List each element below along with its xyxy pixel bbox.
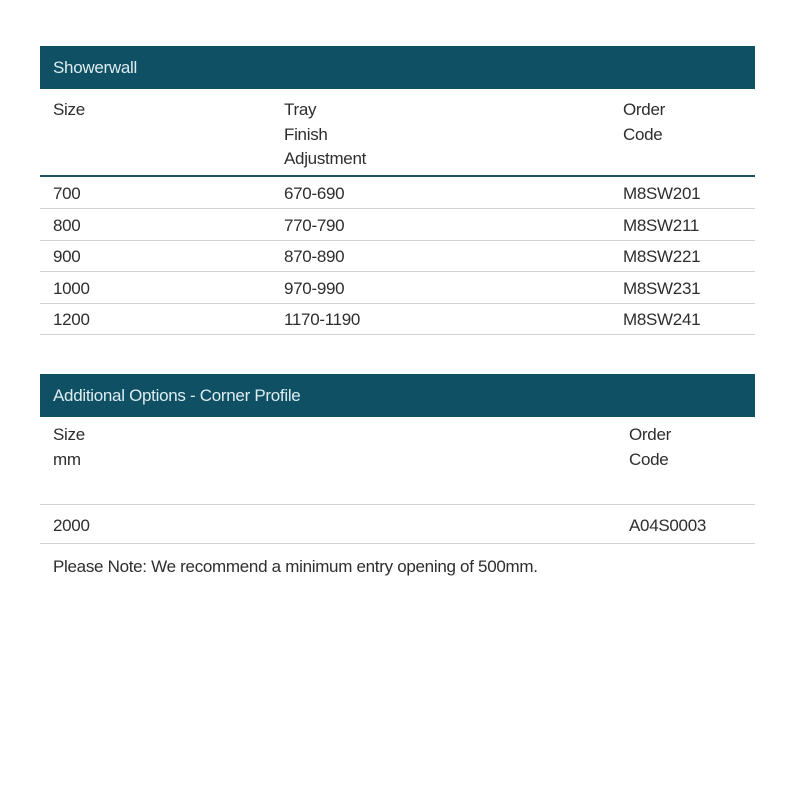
row-divider [40,208,755,209]
row-divider [40,271,755,272]
showerwall-title: Showerwall [53,58,137,77]
tray-adjustment-cell: 870-890 [284,247,345,266]
cp-header-size: Size mm [53,425,85,469]
note-text: Please Note: We recommend a minimum entr… [53,557,538,576]
size-cell: 800 [53,215,81,235]
corner-profile-title: Additional Options - Corner Profile [53,386,301,405]
order-code-cell: M8SW211 [623,215,700,235]
cp-row-divider [40,543,755,544]
header-size: Size [53,100,85,119]
tray-adjustment-cell: 970-990 [284,278,345,298]
order-code-cell: M8SW201 [623,184,701,203]
tray-adjustment-cell: 670-690 [284,184,345,203]
row-divider [40,334,755,335]
order-code-cell: M8SW221 [623,247,701,266]
cp-order-code-cell: A04S0003 [629,516,707,535]
order-code-cell: M8SW231 [623,278,701,298]
cp-header-divider [40,504,755,505]
order-code-cell: M8SW241 [623,310,701,329]
row-divider [40,302,755,304]
header-order-code: Order Code [623,100,665,144]
tray-adjustment-cell: 1170-1190 [284,310,361,329]
header-divider [40,175,755,177]
size-cell: 700 [53,184,81,203]
corner-profile-title-bar: Additional Options - Corner Profile [40,374,755,417]
size-cell: 900 [53,247,81,266]
size-cell: 1200 [53,310,90,329]
size-cell: 1000 [53,278,90,298]
row-divider [40,239,755,241]
showerwall-title-bar: Showerwall [40,46,755,89]
header-tray-finish-adjustment: Tray Finish Adjustment [284,100,367,168]
cp-size-cell: 2000 [53,516,90,535]
tray-adjustment-cell: 770-790 [284,215,345,235]
cp-header-order-code: Order Code [629,425,671,469]
